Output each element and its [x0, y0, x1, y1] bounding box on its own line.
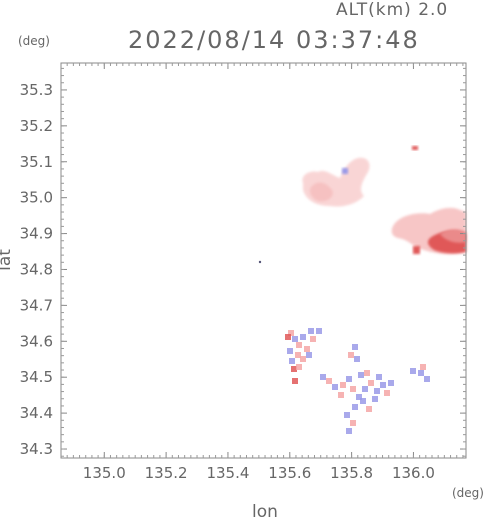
echo-dot	[258, 260, 262, 264]
echo-cell	[410, 368, 416, 374]
echo-cell	[380, 382, 386, 388]
echo-cell	[288, 330, 294, 336]
echo-cell	[300, 356, 306, 362]
echo-cell	[285, 334, 291, 340]
echo-cell	[310, 336, 316, 342]
echo-region	[302, 157, 370, 207]
echo-cell	[306, 352, 312, 358]
echo-region	[440, 229, 466, 243]
echo-cell	[374, 388, 380, 394]
echo-cell	[376, 374, 382, 380]
echo-cell	[420, 364, 426, 370]
echo-cell	[424, 376, 430, 382]
y-tick-label: 35.1	[20, 153, 53, 171]
echo-cell	[332, 384, 338, 390]
echo-cell	[368, 380, 374, 386]
echo-cell	[292, 336, 298, 342]
echo-cell	[291, 366, 297, 372]
echo-cell	[362, 386, 368, 392]
echo-cell	[320, 374, 326, 380]
echo-cell	[354, 356, 360, 362]
echo-cell	[352, 344, 358, 350]
x-tick-label: 135.6	[268, 464, 311, 482]
echo-cell	[364, 370, 370, 376]
y-unit-label: (deg)	[18, 34, 50, 48]
echo-cell	[366, 406, 372, 412]
y-tick-label: 34.9	[20, 225, 53, 243]
echo-cell	[300, 334, 306, 340]
echo-cell	[308, 328, 314, 334]
echo-cell	[360, 398, 366, 404]
echo-region	[342, 168, 348, 174]
y-tick-label: 35.0	[20, 189, 53, 207]
echo-cell	[350, 386, 356, 392]
echo-cell	[338, 392, 344, 398]
x-tick-label: 135.4	[206, 464, 249, 482]
echo-cell	[418, 370, 424, 376]
y-tick-label: 35.2	[20, 117, 53, 135]
echo-cell	[292, 378, 298, 384]
echo-cell	[358, 372, 364, 378]
plot-frame	[60, 62, 467, 459]
echo-cell	[304, 346, 310, 352]
timestamp-title: 2022/08/14 03:37:48	[128, 26, 420, 54]
y-tick-label: 34.7	[20, 296, 53, 314]
echo-cell	[352, 404, 358, 410]
echo-cell	[289, 358, 295, 364]
echo-cell	[296, 364, 302, 370]
echo-region	[412, 146, 418, 150]
x-tick-label: 135.2	[145, 464, 188, 482]
echo-cell	[348, 352, 354, 358]
x-unit-label: (deg)	[452, 486, 484, 500]
echo-cell	[356, 394, 362, 400]
x-tick-label: 136.0	[392, 464, 435, 482]
echo-cell	[316, 328, 322, 334]
echo-cell	[350, 420, 356, 426]
echo-cell	[296, 342, 302, 348]
y-tick-label: 34.3	[20, 440, 53, 458]
echo-cell	[384, 390, 390, 396]
axes-layer: 34.3 34.4 34.5 34.6 34.7 34.8 34.9 35.0 35.1 35.2…	[20, 63, 466, 482]
echo-cell	[326, 378, 332, 384]
echo-cell	[295, 352, 301, 358]
x-tick-label: 135.0	[83, 464, 126, 482]
echo-cell	[372, 396, 378, 402]
echo-cell	[287, 348, 293, 354]
echo-cell	[388, 380, 394, 386]
echo-cell	[340, 382, 346, 388]
echo-cell	[346, 376, 352, 382]
y-tick-label: 34.5	[20, 368, 53, 386]
x-axis-label: lon	[252, 502, 278, 522]
echo-layer	[258, 146, 466, 434]
y-tick-label: 34.6	[20, 332, 53, 350]
y-tick-label: 35.3	[20, 81, 53, 99]
echo-cell	[344, 412, 350, 418]
y-tick-label: 34.8	[20, 260, 53, 278]
echo-region	[413, 246, 420, 254]
x-tick-label: 135.8	[330, 464, 373, 482]
echo-cell	[346, 428, 352, 434]
y-tick-label: 34.4	[20, 404, 53, 422]
echo-region	[309, 182, 333, 202]
altitude-label: ALT(km) 2.0	[336, 0, 449, 20]
